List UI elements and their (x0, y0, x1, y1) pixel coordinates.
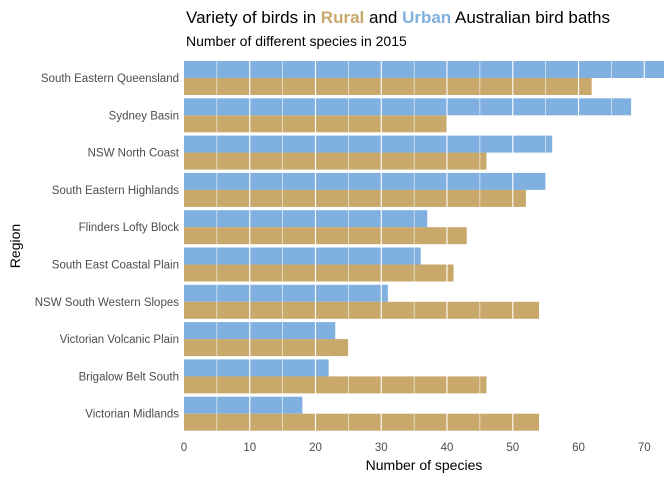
bar-urban-victorian-volcanic-plain (184, 322, 336, 340)
x-tick-label: 40 (441, 442, 454, 454)
bar-rural-brigalow-belt-south (184, 376, 487, 394)
x-axis-title: Number of species (366, 457, 483, 473)
category-labels: South Eastern Queensland Sydney Basin NSW … (35, 73, 180, 421)
title-rural-word: Rural (321, 8, 364, 27)
x-tick-labels: 0 10 20 30 40 50 60 70 (181, 442, 651, 454)
bar-urban-south-eastern-queensland (184, 61, 664, 78)
bar-rural-nsw-north-coast (184, 152, 487, 170)
bar-urban-south-east-coastal-plain (184, 247, 421, 265)
x-tick-label: 0 (181, 442, 187, 454)
bars-layer (184, 61, 664, 431)
category-label-south-eastern-highlands: South Eastern Highlands (52, 185, 179, 197)
bar-urban-victorian-midlands (184, 396, 303, 414)
category-label-victorian-midlands: Victorian Midlands (85, 409, 179, 421)
category-label-south-eastern-queensland: South Eastern Queensland (41, 73, 179, 85)
gridlines (216, 60, 645, 432)
title-prefix: Variety of birds in (186, 8, 321, 27)
bar-rural-victorian-midlands (184, 413, 540, 431)
x-tick-label: 20 (309, 442, 322, 454)
bar-urban-nsw-south-western-slopes (184, 284, 388, 302)
x-tick-label: 50 (506, 442, 519, 454)
category-label-sydney-basin: Sydney Basin (109, 110, 179, 122)
bar-urban-flinders-lofty-block (184, 210, 428, 228)
bar-rural-flinders-lofty-block (184, 227, 467, 245)
bar-rural-victorian-volcanic-plain (184, 339, 349, 357)
x-tick-label: 60 (572, 442, 585, 454)
category-label-south-east-coastal-plain: South East Coastal Plain (52, 260, 179, 272)
category-label-brigalow-belt-south: Brigalow Belt South (79, 371, 179, 383)
x-tick-label: 30 (375, 442, 388, 454)
category-label-flinders-lofty-block: Flinders Lofty Block (79, 222, 180, 234)
bar-urban-nsw-north-coast (184, 135, 553, 153)
bar-rural-south-eastern-queensland (184, 78, 592, 95)
category-label-nsw-north-coast: NSW North Coast (88, 148, 180, 160)
bar-rural-nsw-south-western-slopes (184, 301, 540, 319)
title-middle: and (364, 8, 402, 27)
chart-title: Variety of birds in Rural and Urban Aust… (186, 8, 610, 27)
bar-urban-brigalow-belt-south (184, 359, 329, 377)
title-suffix: Australian bird baths (451, 8, 610, 27)
category-label-victorian-volcanic-plain: Victorian Volcanic Plain (60, 334, 179, 346)
y-axis-title: Region (7, 224, 23, 268)
category-label-nsw-south-western-slopes: NSW South Western Slopes (35, 297, 179, 309)
bar-rural-south-eastern-highlands (184, 189, 526, 207)
bar-rural-south-east-coastal-plain (184, 264, 454, 282)
chart-subtitle: Number of different species in 2015 (186, 33, 407, 49)
bar-urban-south-eastern-highlands (184, 172, 546, 190)
x-tick-label: 10 (243, 442, 256, 454)
title-urban-word: Urban (402, 8, 451, 27)
bar-urban-sydney-basin (184, 98, 632, 116)
x-tick-label: 70 (638, 442, 651, 454)
